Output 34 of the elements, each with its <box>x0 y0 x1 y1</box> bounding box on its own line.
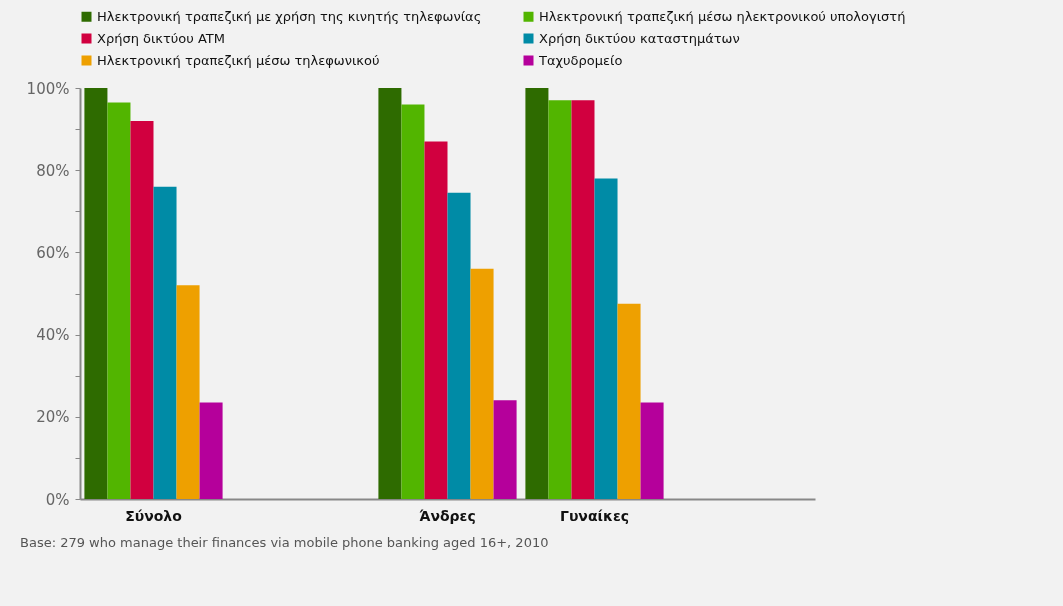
y-tick-label: 60% <box>36 243 70 262</box>
bar <box>447 192 471 499</box>
bar <box>617 303 641 499</box>
x-tick-label: Άνδρες <box>419 507 476 524</box>
y-tick-label: 100% <box>26 79 70 98</box>
legend-label: Ηλεκτρονική τραπεζική μέσω ηλεκτρονικού υπολογιστή <box>539 8 906 24</box>
bar <box>424 141 448 499</box>
bar <box>470 268 494 499</box>
bar <box>493 400 517 499</box>
bar <box>640 402 664 499</box>
bar <box>107 102 131 499</box>
y-tick-label: 40% <box>36 326 70 345</box>
legend-label: Χρήση δικτύου καταστημάτων <box>539 30 740 46</box>
bar <box>130 120 154 499</box>
x-tick-label: Σύνολο <box>125 507 183 524</box>
bar <box>176 285 200 499</box>
bar <box>153 186 177 499</box>
y-tick-label: 0% <box>45 490 70 509</box>
bar <box>594 178 618 499</box>
legend-label: Ηλεκτρονική τραπεζική με χρήση της κινητής τηλεφωνίας <box>97 8 482 24</box>
bar <box>525 88 549 499</box>
text: Base: 279 who manage their finances via mobile phone banking aged 16+, 2010 <box>20 535 549 550</box>
bar <box>548 100 572 499</box>
bar <box>378 88 402 499</box>
legend-label: Ταχυδρομείο <box>538 52 623 68</box>
x-tick-label: Γυναίκες <box>559 507 630 524</box>
legend-label: Ηλεκτρονική τραπεζική μέσω τηλεφωνικού <box>97 52 380 68</box>
bar <box>401 104 425 499</box>
bar <box>199 402 223 499</box>
y-tick-label: 80% <box>36 161 70 180</box>
legend-label: Χρήση δικτύου ATM <box>97 30 226 46</box>
bar <box>571 100 595 499</box>
bar <box>84 88 108 499</box>
y-tick-label: 20% <box>36 408 70 427</box>
